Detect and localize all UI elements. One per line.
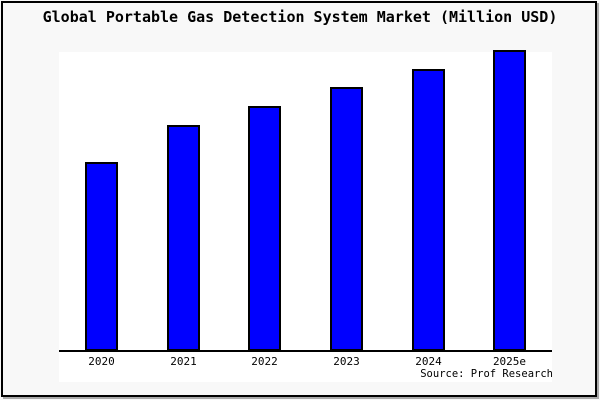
x-tick-label-2022: 2022 bbox=[251, 355, 278, 368]
source-credit: Source: Prof Research bbox=[420, 368, 553, 380]
bar-2020 bbox=[85, 162, 118, 351]
plot-area bbox=[59, 52, 552, 382]
x-tick-label-2023: 2023 bbox=[333, 355, 360, 368]
x-tick-label-2021: 2021 bbox=[170, 355, 197, 368]
x-tick-label-2020: 2020 bbox=[88, 355, 115, 368]
chart-title: Global Portable Gas Detection System Mar… bbox=[42, 8, 558, 26]
bar-2022 bbox=[248, 106, 281, 351]
bar-2021 bbox=[167, 125, 200, 351]
bar-2023 bbox=[330, 87, 363, 351]
x-tick-label-2024: 2024 bbox=[415, 355, 442, 368]
bar-2025e bbox=[493, 50, 526, 351]
x-tick-label-2025e: 2025e bbox=[492, 355, 527, 368]
bar-2024 bbox=[412, 69, 445, 351]
x-axis-line bbox=[59, 350, 552, 352]
